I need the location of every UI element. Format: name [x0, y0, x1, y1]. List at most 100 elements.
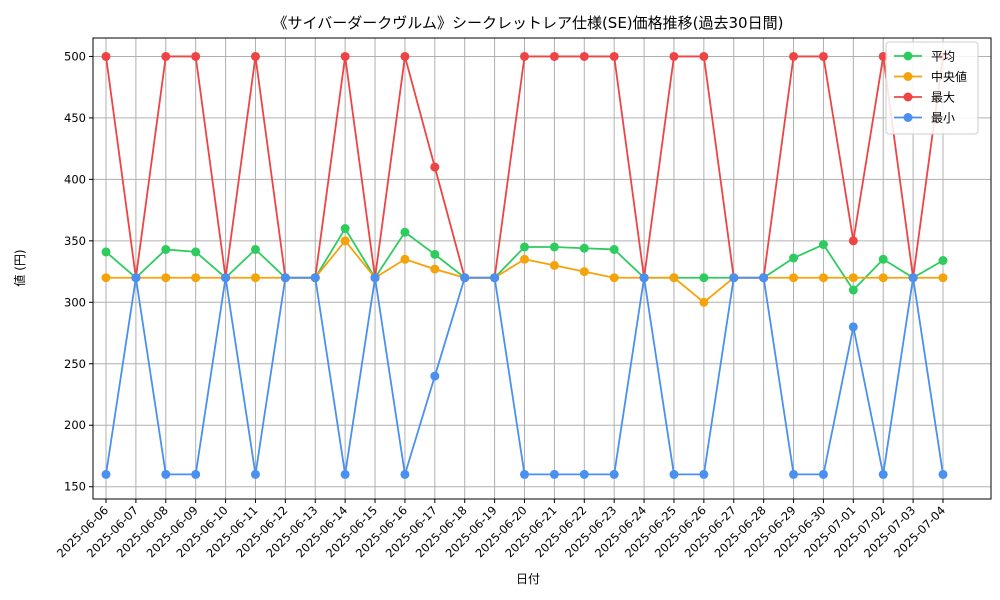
data-point [430, 264, 440, 274]
data-point [818, 273, 828, 283]
data-point [549, 51, 559, 61]
data-point [789, 51, 799, 61]
data-point [250, 469, 260, 479]
data-point [191, 247, 201, 257]
data-point [609, 51, 619, 61]
y-tick-label: 150 [64, 480, 86, 494]
chart-title: 《サイバーダークヴルム》シークレットレア仕様(SE)価格推移(過去30日間) [273, 14, 784, 32]
data-point [340, 469, 350, 479]
data-point [609, 244, 619, 254]
data-point [579, 267, 589, 277]
data-point [191, 469, 201, 479]
data-point [818, 240, 828, 250]
data-point [669, 273, 679, 283]
data-point [161, 273, 171, 283]
data-point [579, 243, 589, 253]
data-point [161, 469, 171, 479]
data-point [520, 254, 529, 264]
data-point [579, 51, 589, 61]
x-axis-label: 日付 [516, 572, 540, 586]
data-point [549, 469, 559, 479]
data-point [789, 253, 799, 263]
legend-label: 最大 [931, 91, 955, 105]
data-point [400, 227, 410, 237]
data-point [579, 469, 589, 479]
data-point [818, 469, 828, 479]
data-point [938, 273, 948, 283]
data-point [520, 51, 529, 61]
data-point [430, 371, 440, 381]
legend-marker [903, 72, 913, 81]
y-tick-label: 350 [64, 234, 86, 248]
data-point [609, 469, 619, 479]
legend-marker [903, 92, 913, 102]
data-point [609, 273, 619, 283]
data-point [669, 469, 679, 479]
data-point [848, 236, 858, 246]
legend-marker [903, 113, 913, 122]
legend-label: 最小 [931, 111, 955, 125]
data-point [669, 51, 679, 61]
data-point [699, 297, 709, 307]
data-point [250, 51, 260, 61]
data-point [191, 273, 201, 283]
data-point [848, 273, 858, 283]
series-0 [101, 224, 948, 295]
data-point [908, 273, 918, 283]
data-point [101, 247, 111, 257]
y-axis-label: 値 (円) [12, 249, 27, 286]
grid [93, 38, 991, 499]
y-tick-label: 500 [64, 49, 86, 63]
data-point [131, 273, 141, 283]
legend-box [885, 41, 979, 135]
data-point [430, 249, 440, 259]
data-point [400, 469, 410, 479]
data-point [699, 469, 709, 479]
data-point [101, 469, 111, 479]
data-point [699, 51, 709, 61]
data-point [818, 51, 828, 61]
data-point [250, 273, 260, 283]
data-point [520, 242, 529, 252]
data-point [191, 51, 201, 61]
y-tick-label: 250 [64, 357, 86, 371]
data-point [549, 260, 559, 270]
data-point [460, 273, 470, 283]
data-point [848, 322, 858, 332]
data-point [878, 273, 888, 283]
data-point [699, 273, 709, 283]
data-point [878, 51, 888, 61]
data-point [161, 244, 171, 254]
y-tick-label: 400 [64, 172, 86, 186]
data-point [340, 224, 350, 234]
data-point [221, 273, 231, 283]
data-point [789, 469, 799, 479]
plot-frame [92, 37, 992, 500]
series-layer [101, 51, 948, 479]
data-point [878, 254, 888, 264]
data-point [430, 162, 440, 172]
legend-label: 平均 [931, 50, 955, 64]
data-point [310, 273, 320, 283]
series-3 [101, 273, 948, 479]
data-point [370, 273, 380, 283]
data-point [639, 273, 649, 283]
data-point [250, 244, 260, 254]
data-point [938, 256, 948, 266]
data-point [490, 273, 500, 283]
data-point [400, 254, 410, 264]
data-point [878, 469, 888, 479]
y-tick-label: 300 [64, 295, 86, 309]
data-point [549, 242, 559, 252]
data-point [789, 273, 799, 283]
data-point [759, 273, 769, 283]
data-point [101, 51, 111, 61]
legend-marker [903, 51, 913, 61]
data-point [400, 51, 410, 61]
data-point [938, 469, 948, 479]
data-point [280, 273, 290, 283]
